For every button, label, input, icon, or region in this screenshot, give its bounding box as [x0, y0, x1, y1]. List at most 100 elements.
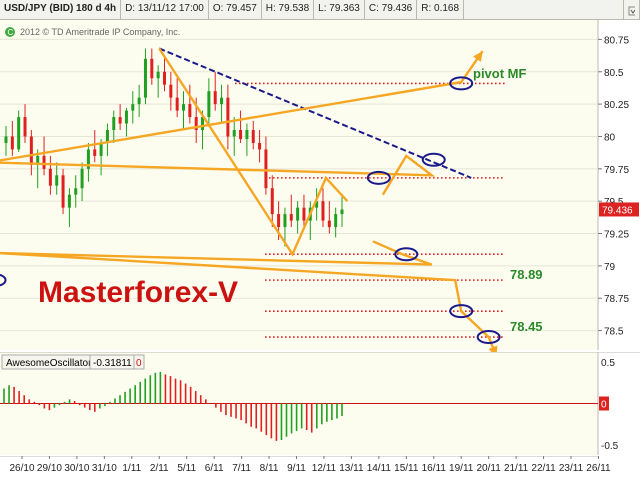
x-tick-label: 19/11 — [449, 463, 474, 474]
candle — [296, 201, 300, 234]
close-readout: C: 79.436 — [365, 0, 418, 19]
zero-tag — [599, 396, 609, 411]
y-tick-label: 80.25 — [604, 100, 629, 111]
x-tick-label: 16/11 — [422, 463, 447, 474]
watermark-text: Masterforex-V — [38, 276, 238, 309]
highlight-ellipse — [449, 304, 474, 319]
candle — [137, 84, 141, 118]
candle — [124, 108, 128, 137]
chevron-icon — [628, 6, 635, 16]
osc-y-label: -0.5 — [601, 441, 619, 452]
x-tick-label: 30/10 — [64, 463, 89, 474]
oscillator-legend: AwesomeOscillator -0.31811 0 — [1, 354, 145, 370]
candle — [207, 78, 211, 124]
candle — [150, 48, 154, 85]
candle — [226, 84, 230, 150]
y-tick-label: 80.75 — [604, 35, 629, 46]
candle — [302, 194, 306, 228]
price-chart[interactable]: 80.7580.580.258079.7579.579.257978.7578.… — [0, 20, 640, 352]
plot-area — [0, 20, 598, 350]
x-tick-label: 1/11 — [122, 463, 141, 474]
y-tick-label: 80.5 — [604, 68, 624, 79]
candle — [334, 207, 338, 238]
candle — [264, 136, 268, 195]
candle — [105, 123, 109, 156]
oscillator-name: AwesomeOscillator — [6, 358, 92, 369]
candle — [270, 175, 274, 228]
highlight-ellipse — [421, 152, 446, 167]
candle — [143, 48, 147, 105]
date-readout: D: 13/11/12 17:00 — [121, 0, 209, 19]
candle — [61, 168, 65, 215]
candle — [118, 104, 122, 130]
candle — [112, 110, 116, 143]
chart-header: USD/JPY (BID) 180 d 4h D: 13/11/12 17:00… — [0, 0, 640, 20]
candle — [42, 136, 46, 176]
y-tick-label: 79.25 — [604, 230, 629, 241]
x-tick-label: 20/11 — [477, 463, 502, 474]
x-tick-label: 14/11 — [367, 463, 392, 474]
osc-y-label: 0.5 — [601, 358, 615, 369]
last-price-label: 79.436 — [602, 205, 633, 216]
x-tick-label: 8/11 — [260, 463, 279, 474]
highlight-ellipse — [366, 170, 391, 185]
candle — [17, 110, 21, 152]
candle — [4, 126, 8, 156]
candle — [169, 71, 173, 111]
x-tick-label: 31/10 — [92, 463, 117, 474]
panel-toggle-button[interactable] — [624, 0, 640, 19]
oscillator-extra: 0 — [136, 358, 142, 369]
highlight-ellipse — [0, 273, 7, 287]
candle — [162, 56, 166, 92]
highlight-ellipse — [476, 330, 501, 345]
candle — [86, 142, 90, 182]
level-label-2: 78.45 — [510, 319, 543, 334]
projection-down-arrow — [488, 345, 498, 352]
candle — [245, 123, 249, 156]
candle — [315, 188, 319, 221]
last-price-tag — [599, 202, 639, 217]
candle — [251, 120, 255, 150]
x-tick-label: 13/11 — [339, 463, 364, 474]
x-tick-label: 29/10 — [37, 463, 62, 474]
candle — [283, 207, 287, 247]
candle — [239, 110, 243, 143]
highlight-ellipse — [449, 76, 474, 91]
candle — [289, 194, 293, 228]
candle — [99, 139, 103, 176]
x-tick-label: 22/11 — [531, 463, 556, 474]
x-tick-label: 21/11 — [504, 463, 529, 474]
candle — [340, 194, 344, 228]
candle — [232, 117, 236, 156]
x-tick-label: 12/11 — [312, 463, 337, 474]
zigzag-history — [158, 47, 349, 257]
projection-up-arrow — [473, 51, 483, 62]
x-tick-label: 15/11 — [394, 463, 419, 474]
y-tick-label: 78.75 — [604, 294, 629, 305]
y-tick-label: 78.5 — [604, 327, 624, 338]
x-tick-label: 7/11 — [232, 463, 251, 474]
open-readout: O: 79.457 — [209, 0, 262, 19]
range-readout: R: 0.168 — [417, 0, 465, 19]
candle — [48, 155, 52, 195]
symbol-label[interactable]: USD/JPY (BID) 180 d 4h — [0, 0, 122, 19]
low-readout: L: 79.363 — [314, 0, 365, 19]
projection-down-path — [0, 240, 497, 352]
x-tick-label: 6/11 — [205, 463, 224, 474]
header-spacer — [464, 0, 624, 19]
pivot-label: pivot MF — [473, 66, 526, 81]
x-tick-label: 9/11 — [287, 463, 306, 474]
oscillator-value: -0.31811 — [93, 358, 132, 369]
oscillator-panel[interactable]: AwesomeOscillator -0.31811 0 0.5 0 -0.5 — [0, 352, 640, 456]
candle — [23, 104, 27, 143]
candle — [74, 175, 78, 208]
candle — [220, 84, 224, 124]
candle — [175, 78, 179, 118]
candle — [156, 65, 160, 98]
candle — [188, 84, 192, 124]
time-axis: 26/10 29/10 30/10 31/10 1/11 2/11 5/11 6/11 7/11… — [0, 456, 640, 480]
candle — [131, 91, 135, 124]
copyright-note: C 2012 © TD Ameritrade IP Company, Inc. — [5, 27, 180, 37]
x-tick-label: 23/11 — [559, 463, 584, 474]
candle — [36, 149, 40, 189]
